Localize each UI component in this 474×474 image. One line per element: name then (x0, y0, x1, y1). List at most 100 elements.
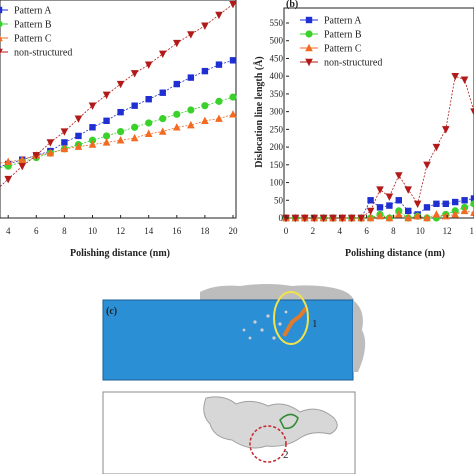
data-point (366, 207, 375, 216)
y-tick-label: 450 (270, 53, 284, 63)
data-point (46, 149, 55, 157)
data-point (158, 50, 167, 59)
data-point (4, 175, 12, 184)
legend-marker (305, 16, 313, 24)
data-point (201, 22, 209, 30)
x-tick-label: 8 (391, 226, 396, 236)
data-point (432, 143, 441, 152)
data-point (116, 136, 125, 144)
data-point (460, 206, 469, 215)
series-line (286, 75, 474, 219)
data-point (413, 212, 422, 220)
x-tick-label: 4 (6, 226, 11, 236)
legend-marker (0, 35, 3, 42)
highlight-ellipse-1 (273, 291, 309, 345)
series-non-structured (282, 72, 474, 223)
rough-surface (203, 396, 338, 449)
x-tick-label: 10 (416, 226, 426, 236)
series-line (0, 59, 234, 167)
panel-c-simulation-snapshot: 1 (c) 2 (102, 284, 366, 474)
y-tick-label: 50 (274, 195, 284, 205)
x-tick-label: 6 (364, 226, 369, 236)
y-tick-label: 150 (270, 160, 284, 170)
data-point (423, 161, 431, 170)
data-point (61, 139, 68, 146)
data-point (461, 197, 468, 204)
data-point (229, 110, 237, 118)
data-point (385, 213, 394, 222)
data-point (74, 142, 83, 150)
series-line (286, 210, 474, 219)
data-point (60, 128, 69, 136)
panel-a-line-chart: 4 6 8 10 12 14 16 18 20 Pattern A Pattern B Patter… (0, 0, 238, 259)
x-tick-label: 20 (229, 226, 239, 236)
data-point (145, 119, 153, 127)
data-point (187, 74, 195, 81)
series-line (0, 113, 234, 164)
data-point (187, 106, 195, 114)
data-point (470, 208, 474, 216)
data-point (405, 207, 412, 215)
x-tick-label: 8 (62, 226, 67, 236)
legend-marker (0, 6, 3, 14)
data-point (385, 193, 394, 201)
data-point (413, 200, 422, 209)
data-point (357, 214, 365, 223)
legend-entry-non-structured: non-structured (324, 58, 382, 69)
data-point (74, 115, 83, 123)
data-point (367, 197, 374, 204)
data-point (201, 102, 209, 110)
legend-entry-non-structured: non-structured (14, 48, 72, 59)
data-point (229, 0, 237, 9)
dislocation-loop (279, 413, 299, 430)
y-tick-label: 550 (270, 18, 284, 28)
dislocation-segment (282, 306, 308, 337)
panel-b-x-axis-title: Polishing distance (nm) (345, 248, 445, 259)
callout-2: 2 (283, 449, 289, 461)
data-point (395, 197, 402, 204)
data-point (201, 67, 209, 75)
data-point (173, 39, 181, 48)
data-point (173, 80, 180, 88)
data-point (4, 157, 12, 166)
debris-pile (200, 284, 354, 300)
data-point (88, 136, 97, 144)
data-point (102, 132, 111, 140)
data-point (32, 152, 41, 160)
data-point (75, 132, 82, 140)
data-point (117, 108, 124, 116)
data-point (215, 61, 223, 68)
data-point (442, 200, 449, 208)
data-point (187, 120, 195, 129)
legend-entry-pattern-b: Pattern B (14, 20, 52, 31)
data-point (329, 214, 337, 223)
data-point (423, 204, 431, 211)
data-point (144, 61, 153, 69)
data-point (88, 140, 97, 148)
y-tick-label: 350 (270, 89, 284, 99)
debris-right-edge (353, 300, 366, 372)
panel-c-label: (c) (106, 306, 117, 317)
data-point (60, 144, 69, 153)
data-point (173, 123, 181, 131)
data-point (470, 200, 474, 208)
data-point (215, 114, 223, 122)
legend-entry-pattern-c: Pattern C (324, 44, 362, 55)
data-point (131, 102, 138, 109)
data-point (442, 212, 450, 220)
x-tick-label: 0 (284, 226, 289, 236)
series-non-structured (0, 0, 237, 188)
data-point (301, 214, 309, 223)
data-point (470, 195, 474, 202)
data-point (451, 210, 459, 218)
data-point (310, 214, 318, 223)
data-point (102, 138, 111, 146)
data-point (159, 115, 167, 123)
x-tick-label: 14 (144, 226, 154, 236)
data-point (89, 124, 96, 131)
data-point (130, 133, 139, 142)
data-point (201, 116, 209, 124)
y-tick-label: 400 (270, 71, 284, 81)
data-point (470, 108, 474, 116)
